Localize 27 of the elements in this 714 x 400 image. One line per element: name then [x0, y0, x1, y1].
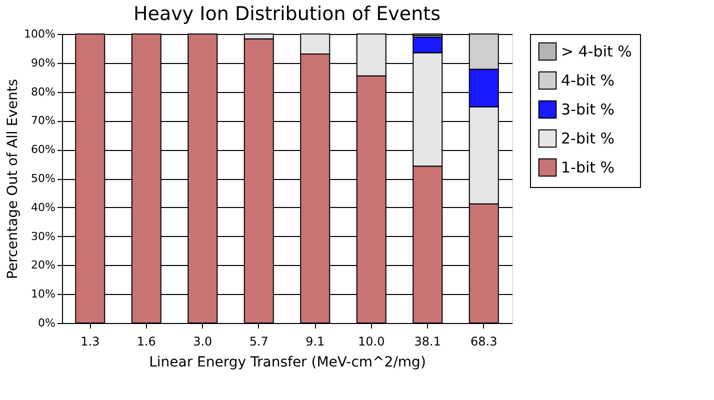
y-tick-label: 40% — [31, 200, 56, 214]
chart-title: Heavy Ion Distribution of Events — [133, 3, 441, 25]
y-tick-label: 80% — [31, 85, 56, 98]
x-tick-label: 5.7 — [249, 334, 268, 348]
y-tick-label: 60% — [31, 143, 56, 156]
legend-label: > 4-bit % — [561, 42, 632, 60]
y-tick-label: 10% — [31, 288, 56, 301]
legend-label: 1-bit % — [561, 158, 615, 176]
y-tick-label: 0% — [38, 316, 56, 330]
y-axis-title: Percentage Out of All Events — [5, 78, 22, 280]
x-tick-label: 3.0 — [193, 334, 212, 348]
y-tick-label: 50% — [31, 172, 56, 185]
x-tick-label: 9.1 — [306, 334, 325, 348]
x-tick-label: 10.0 — [358, 334, 385, 348]
y-tick-label: 90% — [31, 56, 56, 70]
y-tick-label: 20% — [31, 258, 56, 272]
legend-label: 3-bit % — [561, 100, 615, 118]
x-tick-label: 1.6 — [136, 334, 156, 348]
y-tick-label: 30% — [31, 230, 56, 243]
y-tick-label: 70% — [31, 114, 56, 128]
legend-label: 2-bit % — [561, 130, 615, 148]
x-tick-label: 38.1 — [414, 334, 441, 348]
legend-label: 4-bit % — [561, 72, 615, 90]
x-axis-title: Linear Energy Transfer (MeV-cm^2/mg) — [149, 354, 426, 370]
y-tick-label: 100% — [24, 28, 56, 40]
x-tick-label: 1.3 — [80, 334, 100, 348]
x-tick-label: 68.3 — [470, 334, 498, 348]
